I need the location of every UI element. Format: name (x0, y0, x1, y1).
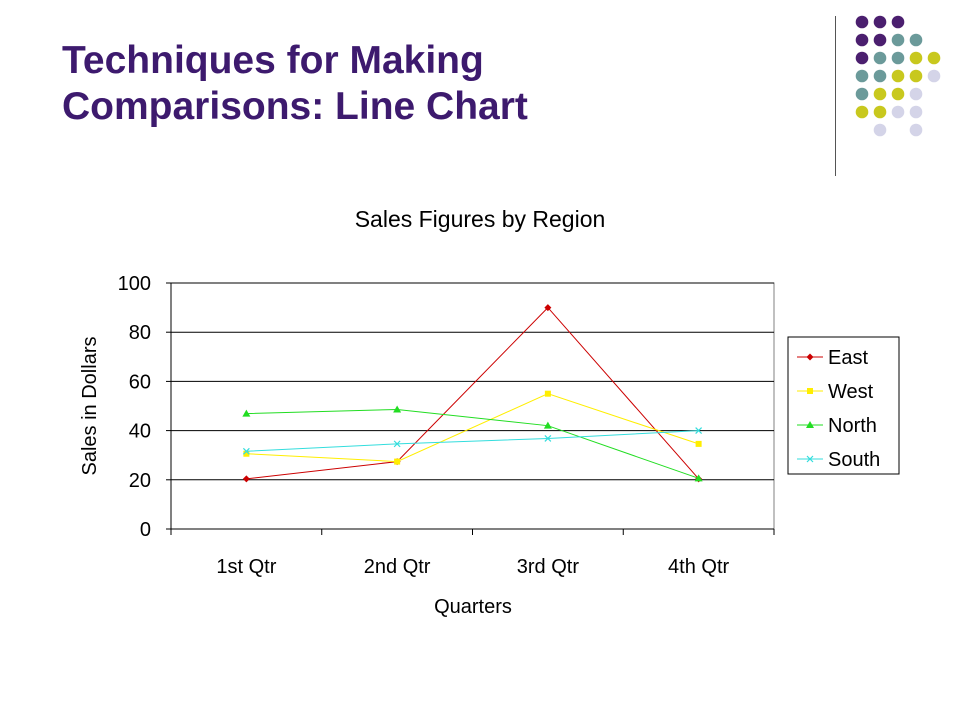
legend-item-north: North (797, 415, 877, 437)
slide-title-line-2: Comparisons: Line Chart (62, 85, 528, 128)
y-tick-label: 40 (129, 421, 151, 443)
data-point-north (694, 474, 703, 482)
legend-swatch-marker (806, 353, 814, 361)
legend-item-east: East (797, 347, 868, 369)
y-tick-label: 20 (129, 470, 151, 492)
gridlines (171, 282, 774, 481)
decorative-dot (891, 69, 905, 83)
legend-swatch-marker (807, 388, 813, 394)
y-tick-label: 80 (129, 322, 151, 344)
x-axis-label: Quarters (434, 596, 512, 618)
decorative-dot (873, 33, 887, 47)
y-axis-label: Sales in Dollars (79, 337, 101, 476)
slide-title: Techniques for Making Comparisons: Line … (62, 38, 762, 130)
decorative-dot (891, 105, 905, 119)
decorative-dot (873, 123, 887, 137)
decorative-dot (855, 51, 869, 65)
vertical-divider (835, 16, 836, 176)
decorative-dot (909, 87, 923, 101)
legend-swatch-marker (806, 421, 814, 428)
series-line-north (246, 408, 699, 479)
decorative-dot (873, 87, 887, 101)
data-point-south (695, 427, 703, 435)
legend-item-west: West (797, 381, 874, 403)
decorative-dot (927, 69, 941, 83)
y-tick-label: 0 (140, 519, 151, 541)
data-point-north (242, 409, 251, 417)
legend-swatch-marker (806, 455, 814, 463)
x-tick-label: 4th Qtr (668, 556, 729, 578)
decorative-dot (873, 15, 887, 29)
series-lines (242, 304, 703, 483)
series-line-south (246, 430, 699, 452)
data-point-south (393, 440, 401, 448)
series-north (242, 405, 703, 482)
data-point-west (394, 458, 401, 465)
decorative-dot (909, 123, 923, 137)
legend-item-south: South (797, 449, 880, 471)
series-west (243, 390, 702, 465)
y-tick-label: 60 (129, 371, 151, 393)
decorative-dot (855, 15, 869, 29)
chart-title: Sales Figures by Region (355, 206, 606, 232)
decorative-dot-grid (855, 15, 941, 137)
decorative-dot (873, 105, 887, 119)
data-point-east (544, 304, 552, 312)
decorative-dot (873, 69, 887, 83)
decorative-dot (909, 105, 923, 119)
decorative-dot (891, 15, 905, 29)
y-axis-ticks: 0 20 40 60 80 100 (118, 273, 171, 541)
plot-area (170, 282, 775, 530)
data-point-north (543, 421, 552, 429)
x-tick-label: 3rd Qtr (517, 556, 580, 578)
data-point-south (242, 447, 250, 455)
legend-label: North (828, 415, 877, 437)
decorative-dot (891, 33, 905, 47)
decorative-dot (873, 51, 887, 65)
series-line-west (246, 393, 699, 463)
legend-label: South (828, 449, 880, 471)
legend: East West North South (787, 336, 900, 475)
decorative-dot (927, 51, 941, 65)
data-point-east (242, 475, 250, 483)
slide-title-line-1: Techniques for Making (62, 39, 484, 82)
series-line-east (246, 306, 700, 480)
legend-label: East (828, 347, 868, 369)
decorative-dot (891, 87, 905, 101)
decorative-dot (909, 69, 923, 83)
decorative-dot (855, 69, 869, 83)
data-point-north (393, 405, 402, 413)
data-point-west (544, 390, 551, 397)
decorative-dot (909, 33, 923, 47)
data-point-south (544, 435, 552, 442)
decorative-dot (891, 51, 905, 65)
x-tick-label: 2nd Qtr (364, 556, 431, 578)
series-south (242, 427, 703, 455)
data-point-west (243, 450, 250, 457)
y-tick-label: 100 (118, 273, 151, 295)
decorative-dot (855, 87, 869, 101)
decorative-dot (855, 33, 869, 47)
legend-box (787, 336, 900, 475)
data-point-west (695, 440, 702, 447)
x-tick-label: 1st Qtr (216, 556, 276, 578)
x-axis-ticks: 1st Qtr 2nd Qtr 3rd Qtr 4th Qtr (170, 529, 775, 578)
decorative-dot (909, 51, 923, 65)
decorative-dot (855, 105, 869, 119)
legend-label: West (828, 381, 874, 403)
